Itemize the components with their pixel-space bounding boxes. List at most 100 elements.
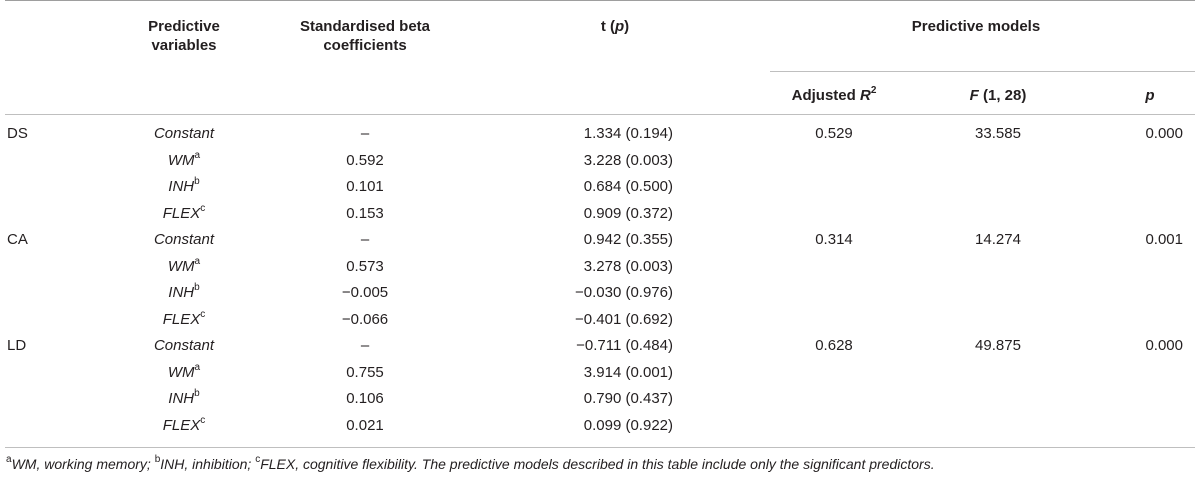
table-top-rule: [5, 0, 1195, 1]
group-label: LD: [7, 337, 27, 354]
adjusted-r2-value: 0.314: [815, 231, 853, 248]
variable-name: Constant: [84, 230, 284, 249]
variable-footnote-mark: b: [194, 388, 200, 399]
beta-value: –: [360, 337, 370, 354]
f-value: 49.875: [975, 337, 1021, 354]
variable-footnote-mark: c: [200, 415, 206, 426]
header-text: p: [615, 18, 625, 35]
t-p-value: 0.909 (0.372): [583, 205, 673, 222]
table-bottom-rule: [5, 447, 1195, 448]
p-value: 0.000: [1145, 125, 1183, 142]
variable-name: FLEXc: [84, 310, 284, 329]
beta-value: 0.153: [346, 205, 384, 222]
variable-text: INH: [168, 284, 195, 301]
t-p-value: 1.334 (0.194): [583, 125, 673, 142]
header-text: F: [969, 87, 979, 104]
footnote-text: FLEX, cognitive flexibility. The predict…: [260, 456, 935, 472]
header-text: Adjusted: [791, 87, 860, 104]
beta-value: 0.101: [346, 178, 384, 195]
t-p-value: 3.914 (0.001): [583, 364, 673, 381]
header-f: F (1, 28): [918, 86, 1078, 105]
variable-name: INHb: [84, 177, 284, 196]
t-p-value: 0.099 (0.922): [583, 417, 673, 434]
adjusted-r2-value: 0.628: [815, 337, 853, 354]
beta-value: 0.755: [346, 364, 384, 381]
t-p-value: −0.030 (0.976): [575, 284, 673, 301]
variable-footnote-mark: c: [200, 309, 206, 320]
beta-value: 0.021: [346, 417, 384, 434]
beta-value: 0.592: [346, 152, 384, 169]
footnote-sup: c: [255, 454, 261, 466]
t-p-value: 0.942 (0.355): [583, 231, 673, 248]
header-text: (1, 28): [978, 87, 1027, 104]
beta-value: 0.573: [346, 258, 384, 275]
variable-text: WM: [167, 364, 195, 381]
header-line: Standardised beta: [299, 18, 431, 35]
variable-footnote-mark: b: [194, 282, 200, 293]
f-value: 33.585: [975, 125, 1021, 142]
variable-name: Constant: [84, 336, 284, 355]
header-text: ): [624, 18, 630, 35]
header-std-beta: Standardised beta coefficients: [265, 17, 465, 55]
footnote-text: WM, working memory;: [11, 456, 155, 472]
variable-name: INHb: [84, 389, 284, 408]
f-value: 14.274: [975, 231, 1021, 248]
header-text: t (: [600, 18, 615, 35]
header-line: coefficients: [323, 37, 407, 54]
variable-text: FLEX: [162, 205, 201, 222]
header-bottom-rule: [5, 114, 1195, 115]
variable-text: Constant: [153, 337, 215, 354]
variable-name: WMa: [84, 151, 284, 170]
variable-text: FLEX: [162, 311, 201, 328]
t-p-value: 3.228 (0.003): [583, 152, 673, 169]
table-footnote: aWM, working memory; bINH, inhibition; c…: [6, 454, 935, 472]
header-sup: 2: [870, 85, 877, 96]
t-p-value: 0.790 (0.437): [583, 390, 673, 407]
t-p-value: 0.684 (0.500): [583, 178, 673, 195]
adjusted-r2-value: 0.529: [815, 125, 853, 142]
variable-text: WM: [167, 258, 195, 275]
group-label: CA: [7, 231, 28, 248]
p-value: 0.001: [1145, 231, 1183, 248]
variable-footnote-mark: c: [200, 203, 206, 214]
variable-text: INH: [168, 390, 195, 407]
t-p-value: 3.278 (0.003): [583, 258, 673, 275]
footnote-sup: b: [154, 454, 161, 466]
variable-name: WMa: [84, 257, 284, 276]
variable-text: INH: [168, 178, 195, 195]
beta-value: –: [360, 231, 370, 248]
variable-text: Constant: [153, 125, 215, 142]
predictive-models-rule: [770, 71, 1195, 72]
header-predictive-models: Predictive models: [911, 18, 1041, 35]
beta-value: –: [360, 125, 370, 142]
header-adjusted-r2: Adjusted R2: [754, 86, 914, 105]
footnote-text: INH, inhibition;: [160, 456, 256, 472]
variable-footnote-mark: a: [194, 256, 201, 267]
beta-value: −0.005: [341, 284, 389, 301]
variable-name: FLEXc: [84, 204, 284, 223]
variable-footnote-mark: b: [194, 176, 200, 187]
variable-name: WMa: [84, 363, 284, 382]
variable-name: FLEXc: [84, 416, 284, 435]
variable-footnote-mark: a: [194, 150, 201, 161]
t-p-value: −0.401 (0.692): [575, 311, 673, 328]
beta-value: 0.106: [346, 390, 384, 407]
variable-footnote-mark: a: [194, 362, 201, 373]
variable-text: WM: [167, 152, 195, 169]
group-label: DS: [7, 125, 28, 142]
t-p-value: −0.711 (0.484): [576, 337, 673, 354]
p-value: 0.000: [1145, 337, 1183, 354]
variable-name: Constant: [84, 124, 284, 143]
variable-text: Constant: [153, 231, 215, 248]
header-line: Predictive: [148, 18, 220, 35]
header-predictive-variables: Predictive variables: [84, 17, 284, 55]
beta-value: −0.066: [341, 311, 389, 328]
footnote-sup: a: [6, 454, 12, 466]
header-text: R: [859, 87, 871, 104]
variable-text: FLEX: [162, 417, 201, 434]
header-t-p: t (p): [540, 17, 690, 36]
header-line: variables: [151, 37, 217, 54]
header-p: p: [1145, 87, 1155, 104]
variable-name: INHb: [84, 283, 284, 302]
